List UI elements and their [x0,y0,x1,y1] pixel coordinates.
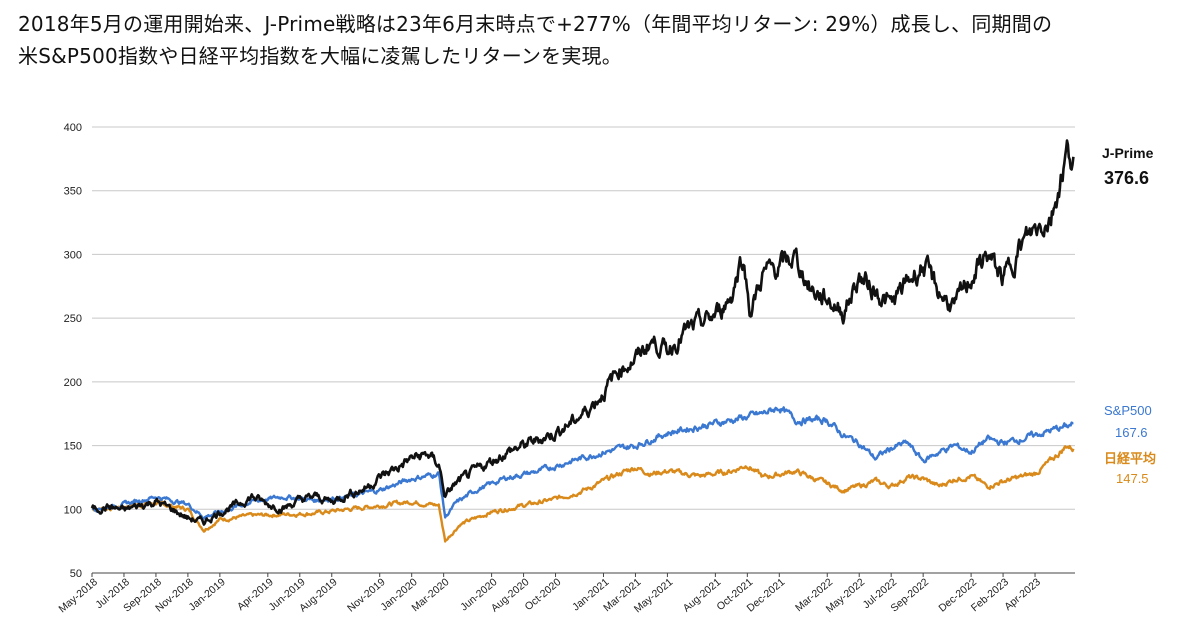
legend-nikkei-name: 日経平均 [1104,451,1156,466]
y-tick-label: 100 [64,504,82,516]
y-tick-label: 250 [64,313,82,325]
legend-sp500-name: S&P500 [1104,403,1152,418]
y-tick-label: 300 [64,249,82,261]
series-line-S&P500 [91,406,1074,520]
legend-jprime-value: 376.6 [1104,168,1149,188]
chart-series [90,139,1075,543]
series-line-J-Prime [90,139,1075,526]
series-line-日経平均 [91,444,1075,543]
x-tick-label: Oct-2020 [523,576,564,613]
headline: 2018年5月の運用開始来、J-Prime戦略は23年6月末時点で+277%（年… [18,8,1168,72]
legend-jprime-name: J-Prime [1102,145,1154,161]
x-tick-label: Apr-2023 [1002,576,1043,613]
y-tick-label: 150 [64,441,82,453]
y-axis-ticks: 50 100 150 200 250 300 350 400 [64,122,82,580]
legend-nikkei-value: 147.5 [1116,471,1149,486]
legend-sp500-value: 167.6 [1115,425,1148,440]
y-tick-label: 50 [70,568,82,580]
x-axis-ticks: May-2018Jul-2018Sep-2018Nov-2018Jan-2019… [56,573,1043,615]
y-tick-label: 350 [64,186,82,198]
headline-line-2: 米S&P500指数や日経平均指数を大幅に凌駕したリターンを実現。 [18,44,622,68]
x-tick-label: Aug-2021 [681,576,724,615]
chart-gridlines [92,126,1075,574]
y-tick-label: 200 [64,377,82,389]
y-tick-label: 400 [64,122,82,134]
x-tick-label: May-2018 [56,576,100,615]
headline-line-1: 2018年5月の運用開始来、J-Prime戦略は23年6月末時点で+277%（年… [18,12,1053,36]
